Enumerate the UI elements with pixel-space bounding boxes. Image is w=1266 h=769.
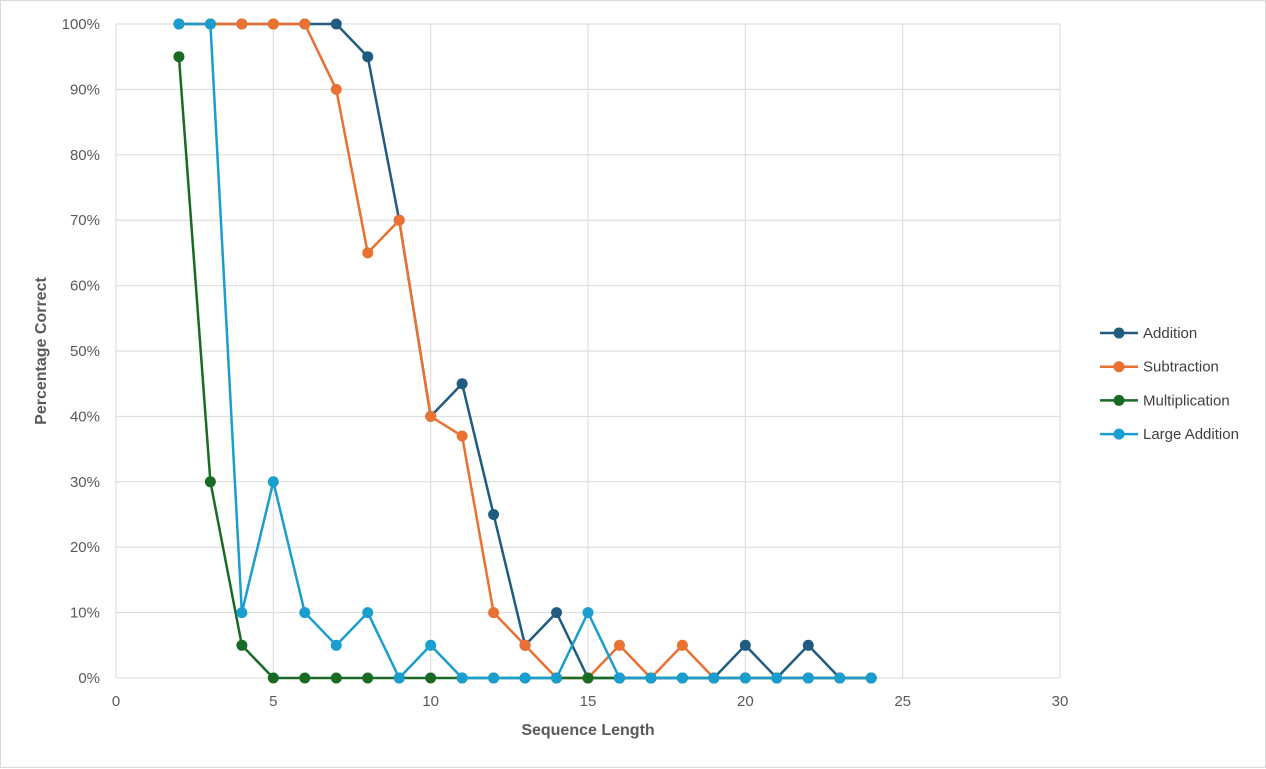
data-point-multiplication — [236, 639, 248, 651]
data-point-subtraction — [676, 639, 688, 651]
data-point-large-addition — [204, 18, 216, 30]
data-point-large-addition — [236, 607, 248, 619]
data-point-large-addition — [488, 672, 500, 684]
y-tick-label: 30% — [70, 474, 100, 491]
x-tick-label: 20 — [737, 693, 754, 710]
data-point-large-addition — [613, 672, 625, 684]
y-tick-labels: 0% 10% 20% 30% 40% 50% 60% 70% 80% 90% 100% — [62, 16, 100, 687]
series-line-multiplication — [177, 56, 872, 680]
y-tick-label: 40% — [70, 408, 100, 425]
data-point-large-addition — [362, 607, 374, 619]
legend-label: Multiplication — [1143, 392, 1230, 409]
x-tick-label: 5 — [269, 693, 277, 710]
data-point-large-addition — [771, 672, 783, 684]
legend-item-multiplication: Multiplication — [1100, 392, 1230, 409]
data-point-addition — [330, 18, 342, 30]
series-large-addition — [173, 18, 877, 684]
data-point-subtraction — [299, 18, 311, 30]
data-point-large-addition — [267, 476, 279, 488]
gridlines — [115, 23, 1061, 679]
data-point-large-addition — [299, 607, 311, 619]
data-point-addition — [362, 51, 374, 63]
data-point-large-addition — [676, 672, 688, 684]
y-tick-label: 100% — [62, 16, 100, 33]
data-point-subtraction — [488, 607, 500, 619]
data-point-subtraction — [267, 18, 279, 30]
data-point-addition — [802, 639, 814, 651]
data-point-addition — [739, 639, 751, 651]
data-point-large-addition — [330, 639, 342, 651]
data-point-subtraction — [425, 410, 437, 422]
data-point-multiplication — [299, 672, 311, 684]
x-tick-label: 15 — [580, 693, 597, 710]
data-point-large-addition — [393, 672, 405, 684]
legend: Addition Subtraction Multiplication Large A… — [1100, 325, 1239, 443]
y-tick-label: 60% — [70, 278, 100, 295]
data-point-addition — [551, 607, 563, 619]
legend-item-subtraction: Subtraction — [1100, 359, 1219, 376]
y-tick-label: 20% — [70, 539, 100, 556]
data-point-multiplication — [204, 476, 216, 488]
data-point-subtraction — [393, 214, 405, 226]
series-layer — [173, 18, 877, 684]
data-point-multiplication — [330, 672, 342, 684]
x-tick-labels: 0 5 10 15 20 25 30 — [112, 693, 1069, 710]
y-axis-title: Percentage Correct — [33, 277, 50, 425]
data-point-large-addition — [519, 672, 531, 684]
data-point-large-addition — [456, 672, 468, 684]
legend-label: Large Addition — [1143, 426, 1239, 443]
data-point-subtraction — [613, 639, 625, 651]
data-point-large-addition — [739, 672, 751, 684]
y-tick-label: 80% — [70, 147, 100, 164]
x-tick-label: 10 — [422, 693, 439, 710]
data-point-multiplication — [267, 672, 279, 684]
y-tick-label: 70% — [70, 212, 100, 229]
data-point-large-addition — [645, 672, 657, 684]
legend-item-large-addition: Large Addition — [1100, 426, 1239, 443]
legend-swatch-marker — [1113, 394, 1125, 406]
data-point-addition — [456, 378, 468, 390]
data-point-large-addition — [708, 672, 720, 684]
y-tick-label: 0% — [78, 670, 100, 687]
data-point-large-addition — [582, 607, 594, 619]
legend-label: Addition — [1143, 325, 1197, 342]
series-multiplication — [173, 51, 877, 684]
data-point-subtraction — [236, 18, 248, 30]
legend-swatch-marker — [1113, 327, 1125, 339]
data-point-multiplication — [173, 51, 185, 63]
legend-swatch-marker — [1113, 428, 1125, 440]
data-point-large-addition — [802, 672, 814, 684]
data-point-large-addition — [865, 672, 877, 684]
legend-swatch-marker — [1113, 361, 1125, 373]
data-point-subtraction — [519, 639, 531, 651]
x-axis-title: Sequence Length — [521, 722, 654, 739]
data-point-large-addition — [425, 639, 437, 651]
data-point-multiplication — [362, 672, 374, 684]
x-tick-label: 25 — [894, 693, 911, 710]
data-point-addition — [488, 509, 500, 520]
y-tick-label: 50% — [70, 343, 100, 360]
y-tick-label: 10% — [70, 605, 100, 622]
y-tick-label: 90% — [70, 81, 100, 98]
data-point-subtraction — [456, 430, 468, 442]
x-tick-label: 30 — [1052, 693, 1069, 710]
x-tick-label: 0 — [112, 693, 120, 710]
legend-item-addition: Addition — [1100, 325, 1197, 342]
data-point-multiplication — [582, 672, 594, 684]
data-point-subtraction — [362, 247, 374, 259]
data-point-large-addition — [551, 672, 563, 684]
data-point-subtraction — [330, 83, 342, 95]
legend-label: Subtraction — [1143, 359, 1219, 376]
data-point-multiplication — [425, 672, 437, 684]
data-point-large-addition — [173, 18, 185, 30]
data-point-large-addition — [834, 672, 846, 684]
